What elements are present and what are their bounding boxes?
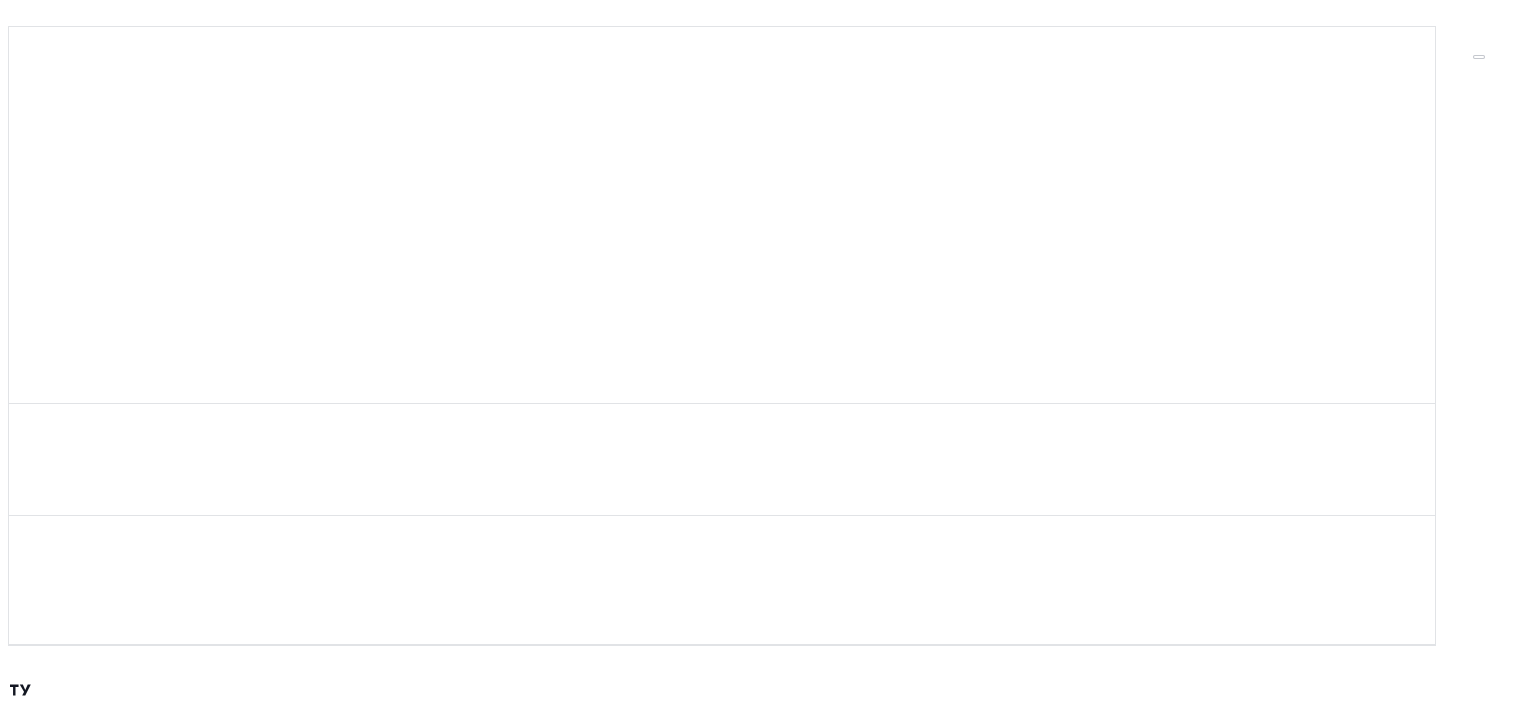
pane-separator-volume-rsi [9,515,1435,516]
price-axis[interactable] [1437,26,1536,645]
tradingview-logo-icon [10,683,32,697]
chart-frame[interactable] [8,26,1436,645]
price-chart-canvas [9,27,1435,403]
time-axis[interactable] [8,645,1436,673]
currency-badge [1473,55,1485,59]
rsi-chart-canvas [9,516,1435,645]
footer [10,683,38,697]
pane-separator-price-volume [9,403,1435,404]
volume-chart-canvas [9,404,1435,515]
